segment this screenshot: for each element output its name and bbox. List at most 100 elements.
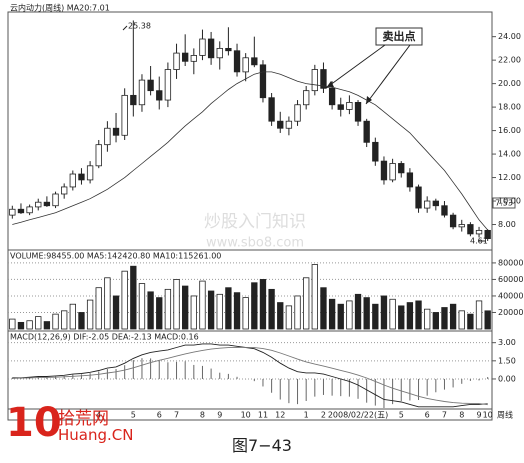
ma-line	[12, 71, 489, 231]
candle-body	[130, 94, 137, 106]
candle-body	[441, 205, 448, 216]
volume-bar	[104, 277, 111, 330]
candle-body	[61, 186, 68, 195]
volume-bar	[156, 297, 163, 330]
x-tick-label: 8	[200, 411, 205, 420]
candle-body	[363, 120, 370, 143]
candle-body	[389, 163, 396, 181]
annotation-box	[375, 27, 423, 46]
volume-bar	[190, 295, 197, 330]
x-tick-label: 10	[241, 411, 251, 420]
volume-bar	[346, 300, 353, 330]
ma-value-box	[492, 197, 516, 209]
y-tick-label: 40000	[498, 291, 523, 300]
watermark-url: www.sbo8.com	[206, 236, 304, 251]
x-tick-label: 1	[304, 411, 309, 420]
volume-bar	[130, 265, 137, 330]
candle-body	[156, 90, 163, 101]
volume-bar	[86, 299, 94, 330]
y-tick-label: 12.00	[498, 173, 521, 182]
volume-bar	[95, 287, 102, 330]
candle-body	[328, 87, 336, 106]
x-tick-label: 2008/02/22(五)	[328, 411, 388, 420]
candle-body	[182, 52, 189, 62]
x-tick-label: 6	[157, 411, 162, 420]
price-title: 云内动力(周线) MA20:7.01	[10, 3, 110, 13]
volume-bar	[294, 295, 301, 330]
candle-body	[484, 229, 491, 240]
arrow	[325, 44, 386, 89]
annotation: 卖出点	[383, 29, 416, 43]
arrow	[365, 44, 411, 105]
candle-body	[112, 127, 120, 136]
high-label: 25.38	[128, 22, 151, 31]
volume-bar	[216, 293, 223, 330]
candle-body	[121, 94, 128, 136]
volume-bar	[173, 279, 180, 330]
candle-body	[380, 160, 388, 181]
volume-bar	[121, 270, 128, 330]
volume-bar	[52, 313, 59, 330]
volume-bar	[415, 300, 422, 330]
candle-body	[199, 38, 206, 56]
volume-bar	[458, 310, 465, 330]
volume-bar	[182, 285, 189, 330]
volume-bar	[242, 297, 249, 330]
logo-site: Huang.CN	[58, 426, 134, 444]
volume-bar	[43, 321, 51, 330]
volume-title: VOLUME:98455.00 MA5:142420.80 MA10:11526…	[10, 252, 221, 261]
candle-body	[415, 186, 422, 209]
volume-bar	[363, 297, 370, 330]
y-tick-label: 20.00	[498, 79, 521, 88]
candle-body	[346, 102, 353, 110]
candle-body	[43, 201, 51, 207]
watermark: 炒股入门知识	[204, 212, 306, 232]
dea-line	[12, 346, 488, 406]
volume-bar	[337, 303, 344, 330]
volume-bar	[432, 312, 439, 330]
candle-body	[35, 201, 42, 208]
candle-body	[372, 141, 379, 162]
volume-bar	[199, 280, 206, 330]
candle-body	[78, 173, 85, 181]
logo: 10 拾荒网 Huang.CN	[4, 400, 154, 452]
y-tick-label: 24.00	[498, 32, 521, 41]
volume-bar	[380, 295, 388, 330]
candle-body	[398, 163, 405, 174]
x-tick-label: 10	[483, 411, 493, 420]
candle-body	[95, 144, 102, 167]
candle-body	[432, 200, 439, 207]
volume-bar	[389, 298, 396, 330]
candle-body	[190, 55, 197, 62]
volume-bar	[449, 303, 457, 330]
logo-number: 10	[6, 400, 62, 446]
logo-name: 拾荒网	[58, 409, 109, 429]
x-tick-label: 9	[476, 411, 481, 420]
x-tick-label: 12	[275, 411, 285, 420]
x-tick-label: 9	[217, 411, 222, 420]
candle-body	[173, 52, 180, 70]
chart: 云内动力(周线) MA20:7.01 VOLUME:98455.00 MA5:1…	[7, 3, 523, 421]
volume-bar	[467, 313, 474, 330]
volume-bar	[354, 293, 362, 330]
volume-bar	[17, 321, 25, 330]
dif-line	[12, 343, 488, 408]
volume-bar	[78, 312, 85, 330]
volume-bar	[320, 287, 327, 330]
x-tick-label: 7	[442, 411, 447, 420]
candle-body	[277, 120, 284, 129]
period-label: 周线	[497, 410, 513, 420]
y-tick-label: 80000	[498, 258, 523, 267]
candle-body	[242, 57, 249, 73]
candle-body	[311, 69, 318, 92]
volume-bar	[233, 292, 241, 330]
y-tick-label: 20000	[498, 308, 523, 317]
candle-body	[337, 104, 344, 110]
candle-body	[52, 193, 59, 207]
volume-bar	[268, 288, 275, 330]
candle-body	[17, 208, 25, 214]
volume-bar	[303, 277, 310, 330]
candle-body	[424, 200, 431, 209]
high-arrow	[122, 25, 128, 31]
